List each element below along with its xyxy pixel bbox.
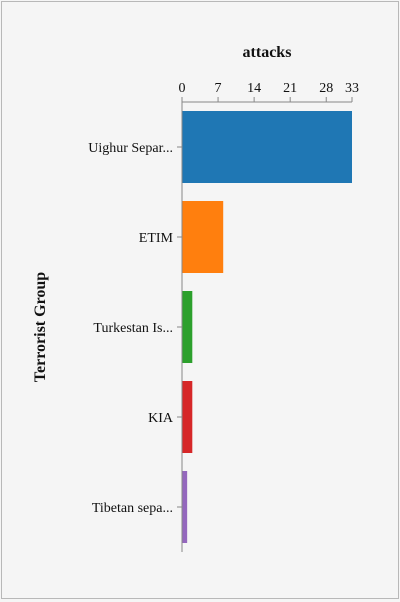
x-tick-label: 21 <box>283 81 297 96</box>
y-axis: Uighur Separ... ETIM Turkestan Is... KIA Tib… <box>88 102 183 552</box>
x-axis: 0 7 14 21 28 33 <box>179 81 359 103</box>
y-tick-label: Turkestan Is... <box>93 321 173 336</box>
bar <box>182 471 188 543</box>
bar <box>182 111 352 183</box>
bar <box>182 291 193 363</box>
y-tick-label: ETIM <box>139 231 174 246</box>
bar <box>182 381 193 453</box>
y-axis-title: Terrorist Group <box>32 272 49 382</box>
x-axis-title: attacks <box>243 44 292 61</box>
bars <box>182 111 352 543</box>
x-tick-label: 14 <box>247 81 261 96</box>
y-tick-label: Uighur Separ... <box>88 141 173 156</box>
x-tick-label: 28 <box>319 81 333 96</box>
x-tick-label: 33 <box>345 81 359 96</box>
y-tick-label: KIA <box>148 411 174 426</box>
x-tick-label: 7 <box>215 81 222 96</box>
bar <box>182 201 224 273</box>
y-tick-label: Tibetan sepa... <box>92 501 173 516</box>
x-tick-label: 0 <box>179 81 186 96</box>
